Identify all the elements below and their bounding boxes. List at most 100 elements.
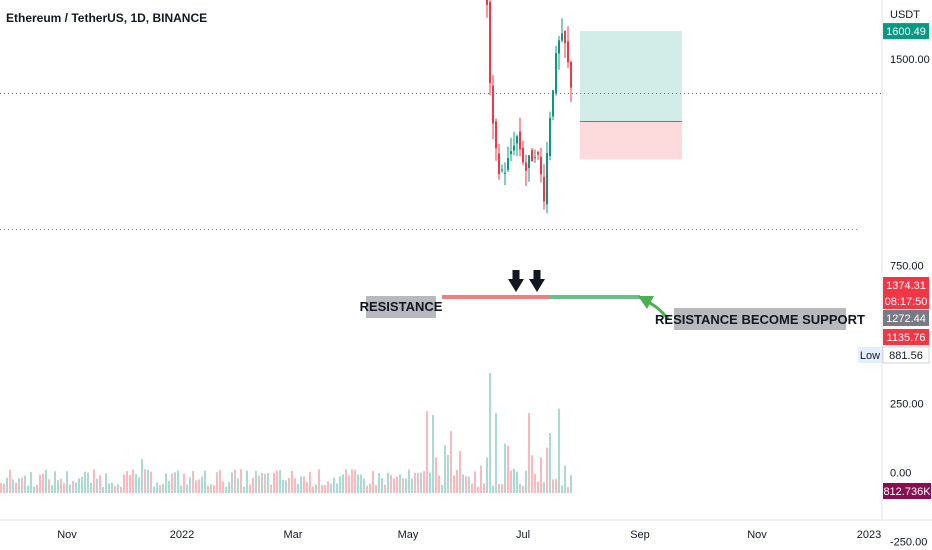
arrow-down-icon [529, 270, 545, 292]
volume-bar [390, 475, 392, 493]
volume-bar [312, 486, 314, 493]
volume-bar [105, 473, 107, 493]
candle [546, 141, 548, 214]
volume-bar [414, 472, 416, 493]
volume-bar [372, 471, 374, 493]
volume-bar [126, 471, 128, 493]
volume-bar [48, 479, 50, 493]
volume-bar [423, 471, 425, 493]
volume-bar [303, 476, 305, 493]
volume-bar [75, 482, 77, 493]
volume-bar [147, 469, 149, 493]
candle [486, 0, 488, 18]
volume-bar [63, 482, 65, 493]
volume-bar [552, 479, 554, 493]
candle [552, 89, 554, 120]
volume-bar [174, 472, 176, 493]
volume-bar [282, 479, 284, 493]
position-profit-zone[interactable] [580, 31, 682, 122]
volume-bar [162, 483, 164, 493]
volume-bar [537, 481, 539, 493]
volume-bar [225, 486, 227, 493]
volume-bar [450, 431, 452, 493]
volume-bar [369, 483, 371, 493]
volume-bar [108, 483, 110, 493]
volume-bar [462, 474, 464, 493]
volume-bar [210, 484, 212, 493]
volume-bar [264, 473, 266, 493]
volume-bar [39, 474, 41, 493]
candle [537, 150, 539, 160]
volume-bar [417, 473, 419, 493]
volume-bar [45, 469, 47, 493]
volume-bar [360, 474, 362, 493]
volume-bar [339, 476, 341, 493]
time-tick-label: Nov [57, 529, 77, 541]
volume-bar [567, 486, 569, 493]
volume-bar [378, 473, 380, 493]
volume-bar [513, 468, 515, 493]
volume-bar [561, 485, 563, 493]
volume-bar [540, 457, 542, 493]
volume-bar [42, 473, 44, 493]
volume-bar [204, 470, 206, 493]
volume-bar [507, 445, 509, 493]
volume-bar [30, 472, 32, 493]
tag-low: Low 881.56 [858, 346, 930, 364]
volume-bar [129, 474, 131, 493]
volume-bar [72, 480, 74, 493]
volume-bar [348, 475, 350, 493]
volume-bar [24, 475, 26, 493]
volume-bar [6, 477, 8, 493]
volume-bar [192, 470, 194, 493]
volume-bar [528, 413, 530, 493]
volume-bar [270, 484, 272, 493]
volume-bar [186, 484, 188, 493]
volume-bar [159, 485, 161, 493]
volume-bar [51, 485, 53, 493]
svg-text:1600.49: 1600.49 [886, 26, 926, 38]
volume-bar [504, 443, 506, 493]
candle [507, 146, 509, 173]
volume-bar [117, 484, 119, 493]
volume-bar [498, 483, 500, 493]
volume-bar [387, 472, 389, 493]
volume-bar [267, 473, 269, 493]
time-axis[interactable]: Nov 2022 Mar May Jul Sep Nov 2023 [57, 529, 881, 541]
time-tick-label: Jul [516, 529, 530, 541]
volume-bar [492, 485, 494, 493]
volume-bar [384, 484, 386, 493]
volume-bar [0, 482, 2, 493]
volume-bar [441, 484, 443, 493]
volume-bar [363, 478, 365, 493]
volume-bar [402, 478, 404, 493]
volume-bar [324, 484, 326, 493]
volume-bar [69, 484, 71, 493]
price-axis[interactable]: 3250.003000.002750.002500.002250.002000.… [890, 0, 930, 549]
volume-bar [249, 484, 251, 493]
svg-text:1135.76: 1135.76 [887, 332, 926, 344]
tag-entry: 1272.44 [883, 310, 929, 326]
volume-bar [426, 411, 428, 493]
volume-bar [222, 481, 224, 493]
position-loss-zone[interactable] [580, 121, 682, 160]
time-tick-label: Nov [747, 529, 767, 541]
volume-bar [54, 471, 56, 493]
volume-bar [228, 482, 230, 493]
volume-bar [213, 485, 215, 493]
volume-bar [543, 482, 545, 493]
volume-bar [135, 474, 137, 493]
volume-bar [168, 480, 170, 493]
volume-bar [459, 450, 461, 493]
svg-text:881.56: 881.56 [889, 350, 923, 362]
volume-bar [96, 478, 98, 493]
volume-bar [150, 471, 152, 493]
volume-bar [114, 485, 116, 493]
volume-bar [432, 415, 434, 493]
resistance-label-box [366, 296, 436, 318]
volume-bar [195, 480, 197, 493]
volume-bar [252, 477, 254, 493]
candle [555, 45, 557, 96]
volume-bar [315, 484, 317, 493]
